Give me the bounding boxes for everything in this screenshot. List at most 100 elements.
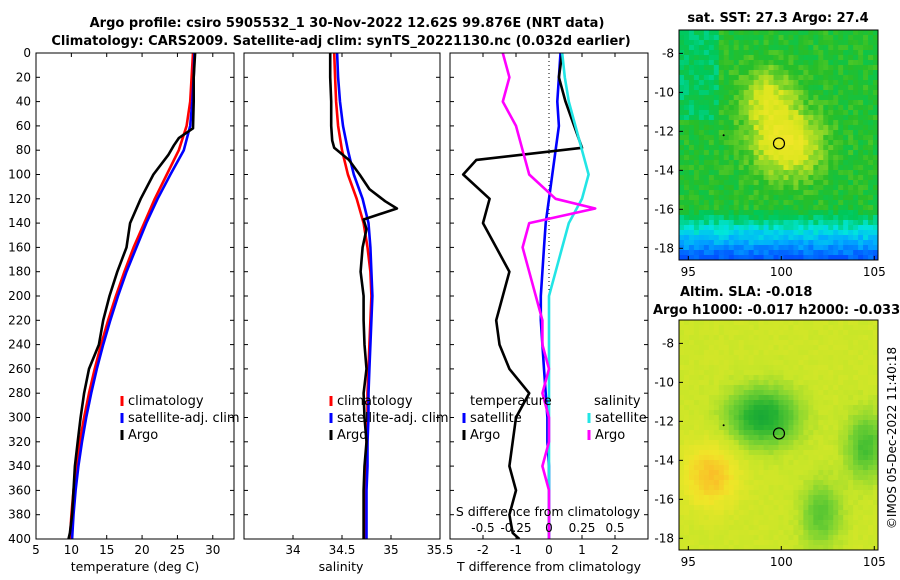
sla_map-cell — [873, 350, 879, 356]
sst_map-cell — [853, 40, 859, 46]
sst_map-cell — [823, 120, 829, 126]
sst_map-cell — [868, 55, 874, 61]
sst_map-cell — [813, 95, 819, 101]
sla_map-cell — [853, 465, 859, 471]
sla_map-cell — [713, 540, 720, 546]
sst_map-cell — [813, 200, 819, 206]
sla_map-cell — [798, 445, 804, 451]
sla_map-cell — [728, 520, 735, 526]
sla_map-cell — [838, 380, 844, 386]
sst_map-cell — [818, 90, 824, 96]
sst_map-cell — [733, 75, 740, 81]
sst_map-cell — [723, 100, 730, 106]
sla_map-cell — [708, 490, 715, 496]
sst_map-cell — [873, 100, 879, 106]
sst_map-cell — [713, 175, 720, 181]
sla_map-cell — [858, 460, 864, 466]
sla_map-cell — [803, 385, 809, 391]
sst_map-cell — [713, 90, 720, 96]
sla_map-cell — [783, 450, 789, 456]
sst_map-cell — [768, 195, 774, 201]
figure-title-line2: Climatology: CARS2009. Satellite-adj cli… — [51, 34, 630, 49]
sla_map-cell — [858, 370, 864, 376]
sla_map-cell — [788, 505, 794, 511]
sla_map-cell — [828, 355, 834, 361]
sla_map-cell — [683, 430, 690, 436]
sla_map-cell — [733, 495, 740, 501]
sst_map-cell — [693, 90, 700, 96]
sla_map-cell — [783, 365, 789, 371]
sla_map-cell — [798, 515, 804, 521]
sla_map-cell — [688, 330, 695, 336]
sla_map-cell — [788, 535, 794, 541]
sst_map-cell — [773, 125, 779, 131]
sla_map-cell — [848, 470, 854, 476]
sla_map-cell — [783, 380, 789, 386]
sla_map-cell — [798, 540, 804, 546]
sst_map-cell — [683, 70, 690, 76]
sla_map-cell — [708, 370, 715, 376]
sla_map-cell — [713, 455, 720, 461]
sla_map-cell — [788, 420, 794, 426]
sst_map-cell — [848, 180, 854, 186]
sla_map-cell — [698, 485, 705, 491]
sla_map-cell — [693, 400, 700, 406]
sla_map-cell — [783, 475, 789, 481]
sla_map-cell — [703, 490, 710, 496]
sla_map-cell — [713, 360, 720, 366]
sst_map-cell — [683, 60, 690, 66]
sst_map-cell — [863, 220, 869, 226]
sst_map-cell — [708, 155, 715, 161]
sla_map-cell — [768, 465, 774, 471]
sst_map-cell — [738, 210, 745, 216]
sst_map-cell — [743, 100, 750, 106]
sla_map-cell — [803, 535, 809, 541]
sla_map-cell — [778, 440, 784, 446]
sst_map-cell — [758, 140, 764, 146]
sla_map-cell — [738, 540, 745, 546]
sst_map-cell — [738, 165, 745, 171]
sst_map-cell — [798, 185, 804, 191]
sla_map-cell — [843, 490, 849, 496]
sla_map-cell — [838, 500, 844, 506]
sla_map-cell — [778, 530, 784, 536]
sla_map-cell — [738, 410, 745, 416]
sla_map-cell — [703, 535, 710, 541]
sst_map-cell — [813, 205, 819, 211]
sst_map-ytick-label: -12 — [654, 124, 674, 138]
sst_map-cell — [773, 70, 779, 76]
sst_map-cell — [838, 200, 844, 206]
sst_map-cell — [833, 180, 839, 186]
sst_map-cell — [763, 225, 769, 231]
sla_map-cell — [718, 520, 725, 526]
sst_map-cell — [788, 220, 794, 226]
sla_map-cell — [713, 485, 720, 491]
sst_map-cell — [758, 210, 764, 216]
sla_map-cell — [728, 470, 735, 476]
sla_map-cell — [798, 395, 804, 401]
sst_map-cell — [778, 30, 784, 36]
sla_map-cell — [748, 515, 755, 521]
sst_map-cell — [723, 250, 730, 256]
sst_map-cell — [679, 155, 685, 161]
sst_map-cell — [733, 205, 740, 211]
sla_map-cell — [868, 350, 874, 356]
sst_map-cell — [713, 105, 720, 111]
sla_map-cell — [718, 345, 725, 351]
sst_map-cell — [713, 210, 720, 216]
sst_map-cell — [873, 105, 879, 111]
sst_map-cell — [858, 210, 864, 216]
sla_map-cell — [758, 335, 764, 341]
sst_map-cell — [703, 165, 710, 171]
sst_map-cell — [743, 30, 750, 36]
sla_map-cell — [703, 385, 710, 391]
sst_map-cell — [853, 70, 859, 76]
sst_map-cell — [768, 175, 774, 181]
sla_map-cell — [858, 450, 864, 456]
sla_map-cell — [848, 505, 854, 511]
sla_map-cell — [833, 535, 839, 541]
sla_map-cell — [818, 470, 824, 476]
sla_map-cell — [688, 455, 695, 461]
sla_map-cell — [698, 410, 705, 416]
sst_map-cell — [823, 170, 829, 176]
